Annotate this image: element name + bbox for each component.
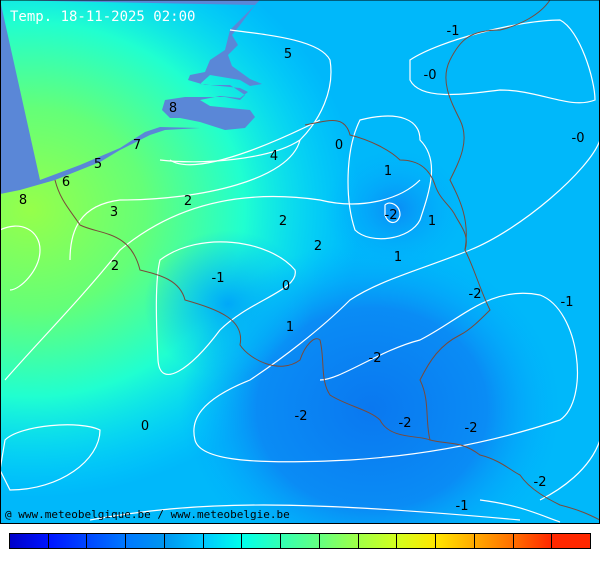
border-lines — [54, 0, 600, 521]
sea — [0, 0, 262, 194]
contour-label: 5 — [94, 157, 102, 172]
contour-label: 7 — [133, 138, 141, 153]
temperature-map: Temp. 18-11-2025 02:00 5 -1 -0 -0 8 7 5 4 0 1 6 8 3 2… — [0, 0, 600, 524]
color-legend-segment — [281, 534, 320, 548]
color-legend-bar — [9, 533, 591, 549]
contour-label: 3 — [110, 205, 118, 220]
contour-label: -0 — [572, 131, 585, 146]
contour-label: 6 — [62, 175, 70, 190]
color-legend-segment — [126, 534, 165, 548]
contour-labels: 5 -1 -0 -0 8 7 5 4 0 1 6 8 3 2 -2 1 2 2 1 2 -1 0 -2 -1 1 -2 -2 -2 -2… — [19, 24, 585, 514]
contour-label: -2 — [295, 409, 308, 424]
credit-text: @ www.meteobelgique.be / www.meteobelgie… — [5, 508, 290, 521]
contour-label: -0 — [424, 68, 437, 83]
contour-label: 4 — [270, 149, 278, 164]
contour-label: 2 — [184, 194, 192, 209]
contour-label: 8 — [169, 101, 177, 116]
contour-label: 0 — [335, 138, 343, 153]
color-legend-segment — [436, 534, 475, 548]
contour-label: -1 — [447, 24, 460, 39]
color-legend-segment — [474, 534, 514, 548]
color-legend-segment — [513, 534, 553, 548]
contour-label: -1 — [561, 295, 574, 310]
contour-label: -2 — [369, 351, 382, 366]
contour-label: -2 — [399, 416, 412, 431]
color-legend-segment — [319, 534, 359, 548]
contour-label: 1 — [384, 164, 392, 179]
color-legend-segment — [552, 534, 591, 548]
contour-label: -1 — [212, 271, 225, 286]
contour-label: 2 — [279, 214, 287, 229]
color-legend-segment — [10, 534, 49, 548]
contour-label: 2 — [314, 239, 322, 254]
contour-label: 5 — [284, 47, 292, 62]
color-legend-segment — [48, 534, 88, 548]
color-legend-segment — [358, 534, 398, 548]
color-legend-segment — [397, 534, 437, 548]
map-title: Temp. 18-11-2025 02:00 — [10, 9, 195, 25]
contour-label: 1 — [428, 214, 436, 229]
contour-label: 1 — [286, 320, 294, 335]
contour-label: -2 — [465, 421, 478, 436]
color-legend-segment — [164, 534, 204, 548]
contour-label: 0 — [282, 279, 290, 294]
color-legend-segment — [87, 534, 127, 548]
contour-label: -2 — [534, 475, 547, 490]
contour-label: 0 — [141, 419, 149, 434]
contour-label: -1 — [456, 499, 469, 514]
contour-lines — [0, 19, 600, 523]
contour-label: 8 — [19, 193, 27, 208]
color-legend-segment — [242, 534, 282, 548]
contour-label: 1 — [394, 250, 402, 265]
contour-label: 2 — [111, 259, 119, 274]
contour-label: -2 — [385, 208, 398, 223]
color-legend-segment — [203, 534, 243, 548]
contour-label: -2 — [469, 287, 482, 302]
